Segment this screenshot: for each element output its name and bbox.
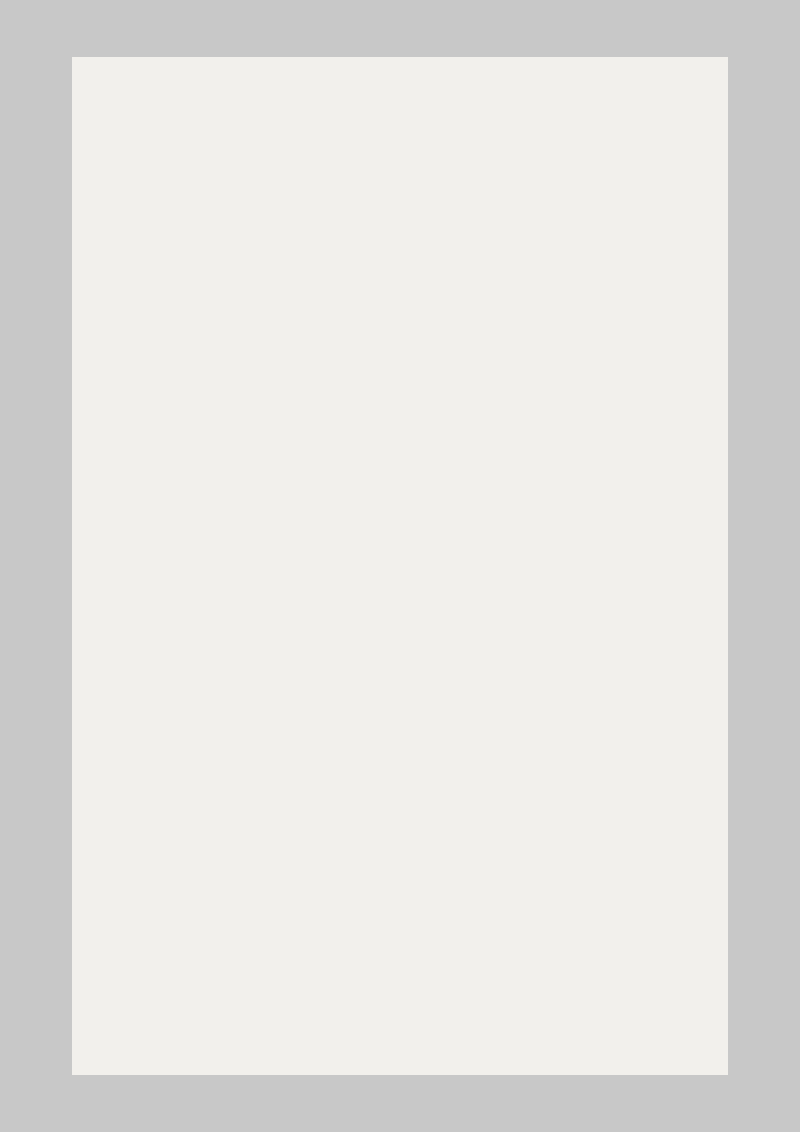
Text: 根冠: 根冠 xyxy=(336,765,350,779)
Text: 580 μm: 580 μm xyxy=(89,497,131,507)
Bar xyxy=(229,280,243,305)
Text: 图2  烟草根尖模式: 图2 烟草根尖模式 xyxy=(220,994,305,1010)
Bar xyxy=(229,237,243,261)
Text: 成熟木质部分子: 成熟木质部分子 xyxy=(336,238,385,251)
Text: 表皮层: 表皮层 xyxy=(336,377,357,391)
Text: 260 μm: 260 μm xyxy=(89,649,131,658)
Ellipse shape xyxy=(178,106,294,131)
Text: 原生韧皮部: 原生韧皮部 xyxy=(336,154,371,168)
Bar xyxy=(229,495,243,520)
Ellipse shape xyxy=(160,102,312,136)
Text: 伸长最剧烈的区域: 伸长最剧烈的区域 xyxy=(96,468,106,517)
Bar xyxy=(229,323,243,348)
Bar xyxy=(229,108,243,132)
Text: 具有凯氏带的
内皮层: 具有凯氏带的 内皮层 xyxy=(336,409,378,438)
Text: 筛管的成熟部分: 筛管的成熟部分 xyxy=(336,585,385,599)
Bar xyxy=(229,409,243,434)
Bar xyxy=(229,194,243,218)
Text: 皮层: 皮层 xyxy=(336,342,350,355)
Bar xyxy=(229,452,243,477)
Ellipse shape xyxy=(223,114,249,123)
Ellipse shape xyxy=(193,110,279,128)
Text: 中柱鞘: 中柱鞘 xyxy=(336,195,357,208)
Bar xyxy=(229,366,243,391)
Text: 原生木质部: 原生木质部 xyxy=(336,129,371,143)
Bar xyxy=(229,151,243,175)
Text: 没有凯氏带的
内皮层: 没有凯氏带的 内皮层 xyxy=(336,521,378,550)
Bar xyxy=(229,581,243,606)
Bar xyxy=(229,538,243,563)
Bar xyxy=(72,57,728,1075)
Text: 筛管的未成熟部分: 筛管的未成熟部分 xyxy=(336,686,392,700)
Ellipse shape xyxy=(209,112,263,126)
Text: （仿 Esau，1941）: （仿 Esau，1941） xyxy=(220,1020,315,1034)
Text: 根毛: 根毛 xyxy=(336,282,350,295)
Text: 具有次生壁的
未成熟木质部分子: 具有次生壁的 未成熟木质部分子 xyxy=(336,464,392,494)
